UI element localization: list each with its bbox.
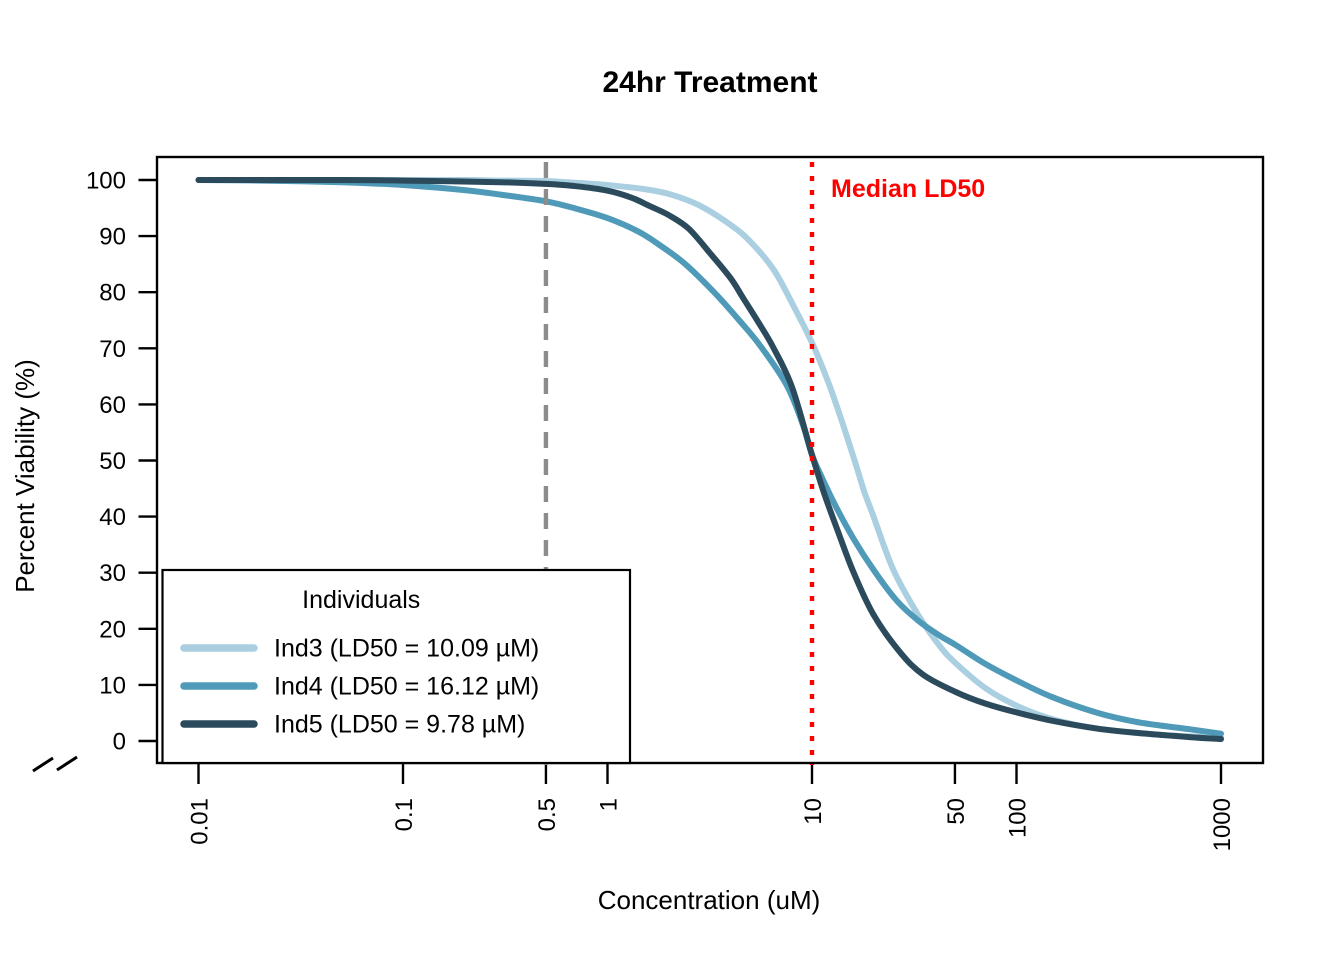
legend-label-ind5: Ind5 (LD50 = 9.78 µM) <box>274 711 525 739</box>
legend-label-ind3: Ind3 (LD50 = 10.09 µM) <box>274 635 539 663</box>
axis-break-slash <box>32 756 54 773</box>
legend-label-ind4: Ind4 (LD50 = 16.12 µM) <box>274 673 539 701</box>
plot-border <box>155 155 1265 765</box>
y-tick-label: 50 <box>99 448 126 475</box>
y-tick-label: 100 <box>86 168 126 195</box>
y-tick-label: 30 <box>99 560 126 587</box>
y-tick-label: 40 <box>99 504 126 531</box>
y-tick-label: 90 <box>99 224 126 251</box>
x-tick-label: 0.1 <box>391 798 418 831</box>
x-tick-label: 0.01 <box>187 798 214 845</box>
x-tick-label: 50 <box>943 798 970 825</box>
axis-break-slash <box>56 755 78 772</box>
y-tick-label: 0 <box>113 729 126 756</box>
x-tick-label: 1 <box>596 798 623 811</box>
chart-title: 24hr Treatment <box>602 66 817 99</box>
x-tick-label: 0.5 <box>534 798 561 831</box>
y-tick-label: 20 <box>99 616 126 643</box>
legend-box <box>161 568 632 765</box>
y-axis-label: Percent Viability (%) <box>10 359 40 593</box>
curve-ind5 <box>195 176 1224 742</box>
x-tick-label: 10 <box>800 798 827 825</box>
y-tick-label: 70 <box>99 336 126 363</box>
x-axis-label: Concentration (uM) <box>598 885 821 915</box>
legend-title: Individuals <box>302 586 420 614</box>
y-tick-label: 80 <box>99 280 126 307</box>
y-tick-label: 10 <box>99 672 126 699</box>
y-tick-label: 60 <box>99 392 126 419</box>
median-ld50-label: Median LD50 <box>831 175 985 203</box>
x-tick-label: 100 <box>1005 798 1032 838</box>
x-tick-label: 1000 <box>1209 798 1236 851</box>
